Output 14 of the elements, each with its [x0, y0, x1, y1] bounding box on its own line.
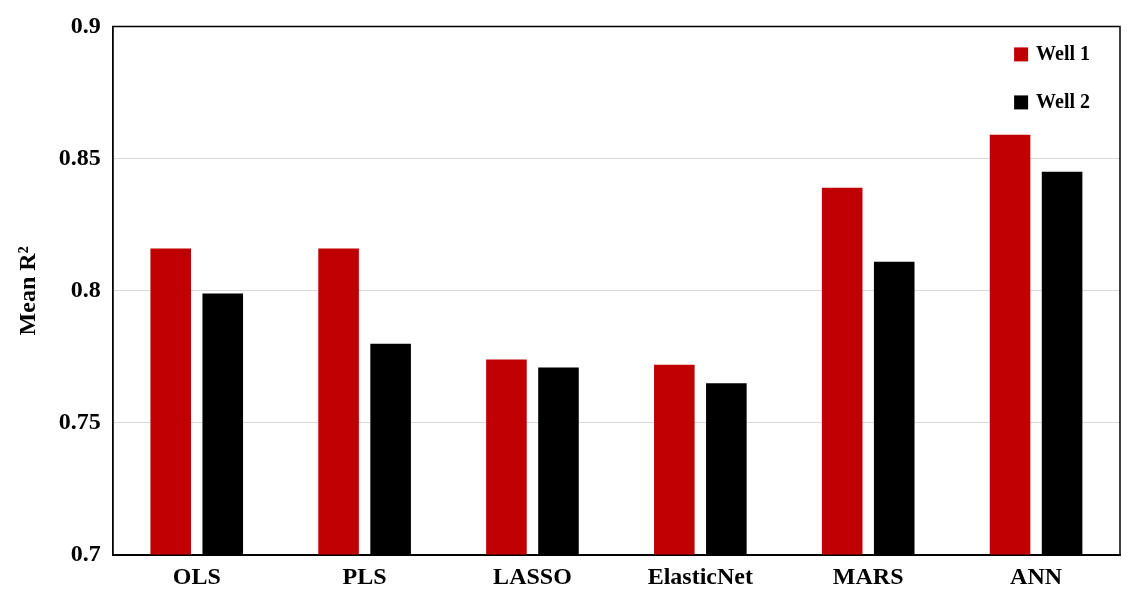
legend-label: Well 1 [1036, 41, 1090, 64]
x-tick-label: OLS [172, 562, 221, 589]
y-tick-label: 0.8 [70, 276, 101, 302]
y-axis-title: Mean R² [13, 246, 40, 336]
x-tick-label: MARS [832, 562, 904, 589]
legend-label: Well 2 [1036, 89, 1090, 112]
y-tick-label: 0.7 [70, 540, 101, 567]
y-tick-label: 0.9 [70, 11, 101, 38]
x-tick-label: LASSO [493, 562, 572, 589]
x-tick-label: ElasticNet [647, 562, 753, 589]
y-tick-label: 0.85 [58, 143, 101, 170]
y-tick-label: 0.75 [58, 408, 101, 435]
x-tick-label: PLS [342, 562, 387, 589]
x-tick-label: ANN [1010, 562, 1063, 589]
